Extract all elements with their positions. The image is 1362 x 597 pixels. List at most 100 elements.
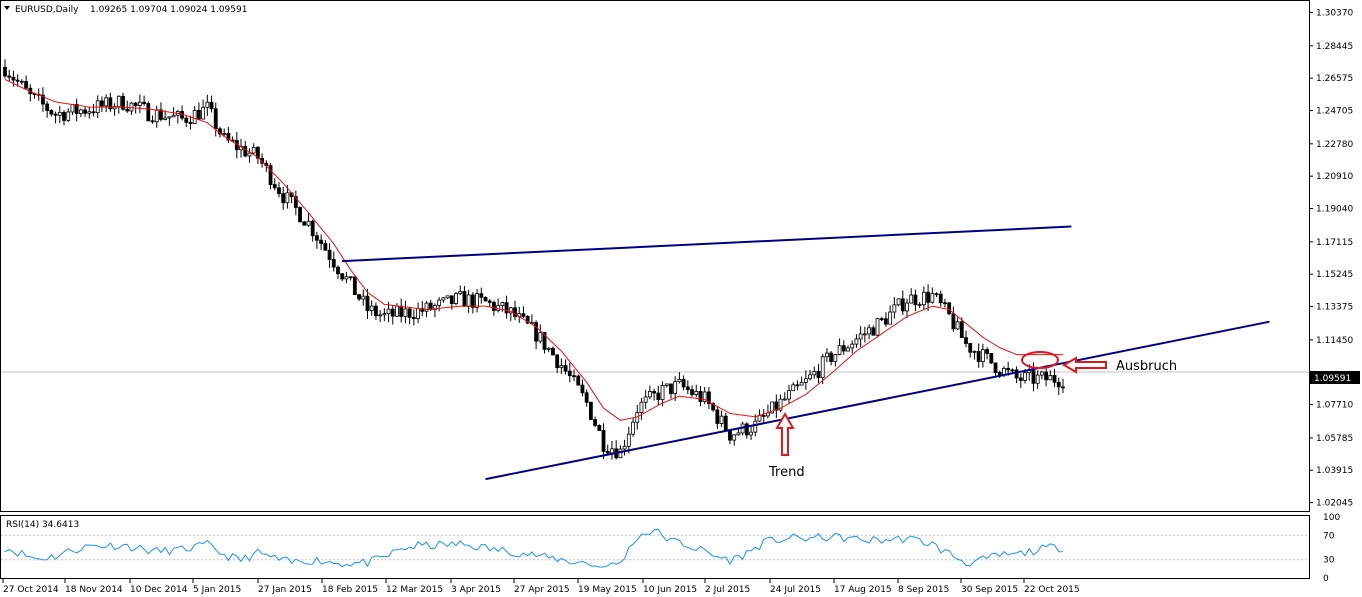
candle-body [159,109,163,120]
candle-body [49,110,54,115]
candle-body [458,291,463,295]
x-tick-label: 10 Dec 2014 [130,585,188,595]
candle-body [449,295,454,304]
candle-body [492,302,496,311]
chart-menu-triangle-icon[interactable] [4,6,10,10]
candle-body [572,375,576,378]
candle-body [315,235,319,241]
candle-body [913,294,918,306]
x-tick-label: 22 Oct 2015 [1024,585,1080,595]
candle-body [820,356,825,378]
candle-body [483,296,488,302]
candle-body [597,425,602,431]
candle-body [344,276,349,280]
candle-body [656,392,661,401]
candle-body [374,305,378,317]
resistance-trendline[interactable] [342,225,1072,263]
candle-body [593,419,597,426]
candle-body [1010,369,1015,372]
rsi-line [4,528,1063,568]
rsi-tick-label: 30 [1323,556,1335,566]
candle-body [268,165,273,185]
candle-body [858,333,863,340]
candle-body [129,102,134,112]
candle-body [829,352,834,362]
candle-body [888,311,893,325]
candle-body [732,434,737,441]
symbol-label: EURUSD,Daily [15,5,79,15]
candle-body [1061,386,1065,389]
x-tick-label: 27 Jan 2015 [258,585,312,595]
breakout-arrow-icon [1062,356,1107,374]
x-tick-label: 27 Apr 2015 [514,585,570,595]
candle-body [669,383,673,394]
candle-body [53,113,58,116]
candle-body [555,354,560,369]
rsi-tick-label: 100 [1323,513,1340,523]
candle-body [188,121,193,124]
candle-body [567,370,572,377]
candle-body [513,307,517,317]
candle-body [466,294,471,307]
candle-body [213,108,218,130]
candle-body [749,431,753,436]
candle-body [778,398,783,411]
candle-body [78,109,83,114]
candle-body [411,317,416,319]
candle-body [433,305,437,310]
y-tick-label: 1.15245 [1316,270,1353,280]
candle-body [753,420,758,433]
candle-body [83,109,87,114]
rsi-layer: 100 70 30 0 [1,513,1340,584]
candle-body [610,448,614,454]
candle-body [698,391,703,402]
candle-body [917,304,922,307]
candle-body [959,321,964,339]
candle-body [205,101,210,108]
candle-body [989,353,994,364]
candle-body [782,398,787,401]
candle-body [980,349,985,362]
candle-body [795,384,800,387]
candle-body [352,276,357,296]
candle-body [993,362,998,373]
rsi-panel-frame [0,515,1310,579]
candle-body [470,294,475,308]
candle-body [327,249,332,260]
y-tick-label: 1.30370 [1316,8,1353,18]
candle-body [584,392,589,403]
support-trendline[interactable] [485,320,1270,481]
candle-body [1014,369,1019,379]
candle-body [378,314,383,317]
candle-body [201,106,206,120]
candle-body [580,384,585,394]
candle-body [964,337,968,344]
candle-body [909,294,914,304]
candle-body [226,132,231,141]
candle-body [943,302,947,305]
candle-body [247,152,252,157]
candle-body [395,305,399,317]
candle-body [728,430,732,441]
x-tick-label: 27 Oct 2014 [3,585,59,595]
candle-body [685,386,690,391]
candle-body [19,80,24,83]
candle-body [799,381,804,386]
candle-body [171,114,176,118]
y-tick-label: 1.24705 [1316,107,1353,117]
candle-body [323,243,328,251]
price-axis: 1.30370 1.28445 1.26575 1.24705 1.22780 1.209… [1309,8,1353,509]
candle-body [803,378,808,383]
candle-body [196,109,201,120]
candle-body [424,302,429,312]
x-tick-label: 5 Jan 2015 [193,585,241,595]
candle-body [546,347,551,350]
x-tick-label: 17 Aug 2015 [834,585,892,595]
candle-body [163,117,168,120]
candle-body [24,81,28,89]
candle-body [677,378,682,383]
candle-body [871,327,876,336]
candle-body [808,374,812,380]
